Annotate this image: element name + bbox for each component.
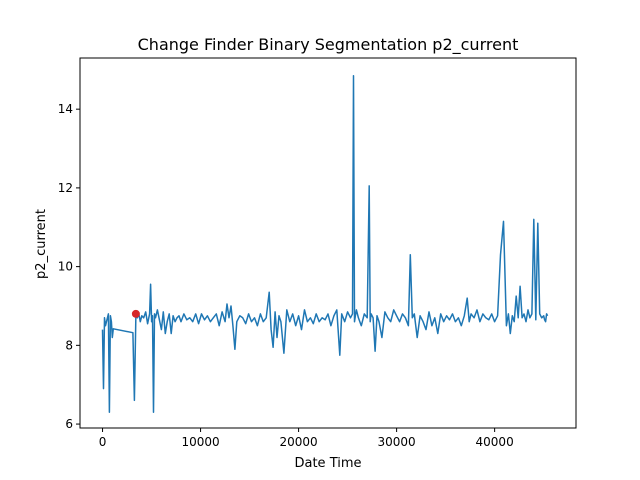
change-point-marker — [132, 310, 140, 318]
chart-title: Change Finder Binary Segmentation p2_cur… — [138, 35, 519, 55]
x-axis-label: Date Time — [294, 456, 361, 471]
x-tick-label: 0 — [99, 435, 107, 449]
y-tick-label: 8 — [65, 338, 73, 352]
y-tick-label: 6 — [65, 417, 73, 431]
x-tick-label: 30000 — [378, 435, 416, 449]
y-tick-label: 10 — [58, 260, 73, 274]
y-tick-label: 14 — [58, 102, 73, 116]
x-tick-label: 20000 — [279, 435, 317, 449]
x-tick-label: 10000 — [181, 435, 219, 449]
x-tick-label: 40000 — [476, 435, 514, 449]
y-axis-label: p2_current — [34, 209, 49, 279]
y-tick-label: 12 — [58, 181, 73, 195]
